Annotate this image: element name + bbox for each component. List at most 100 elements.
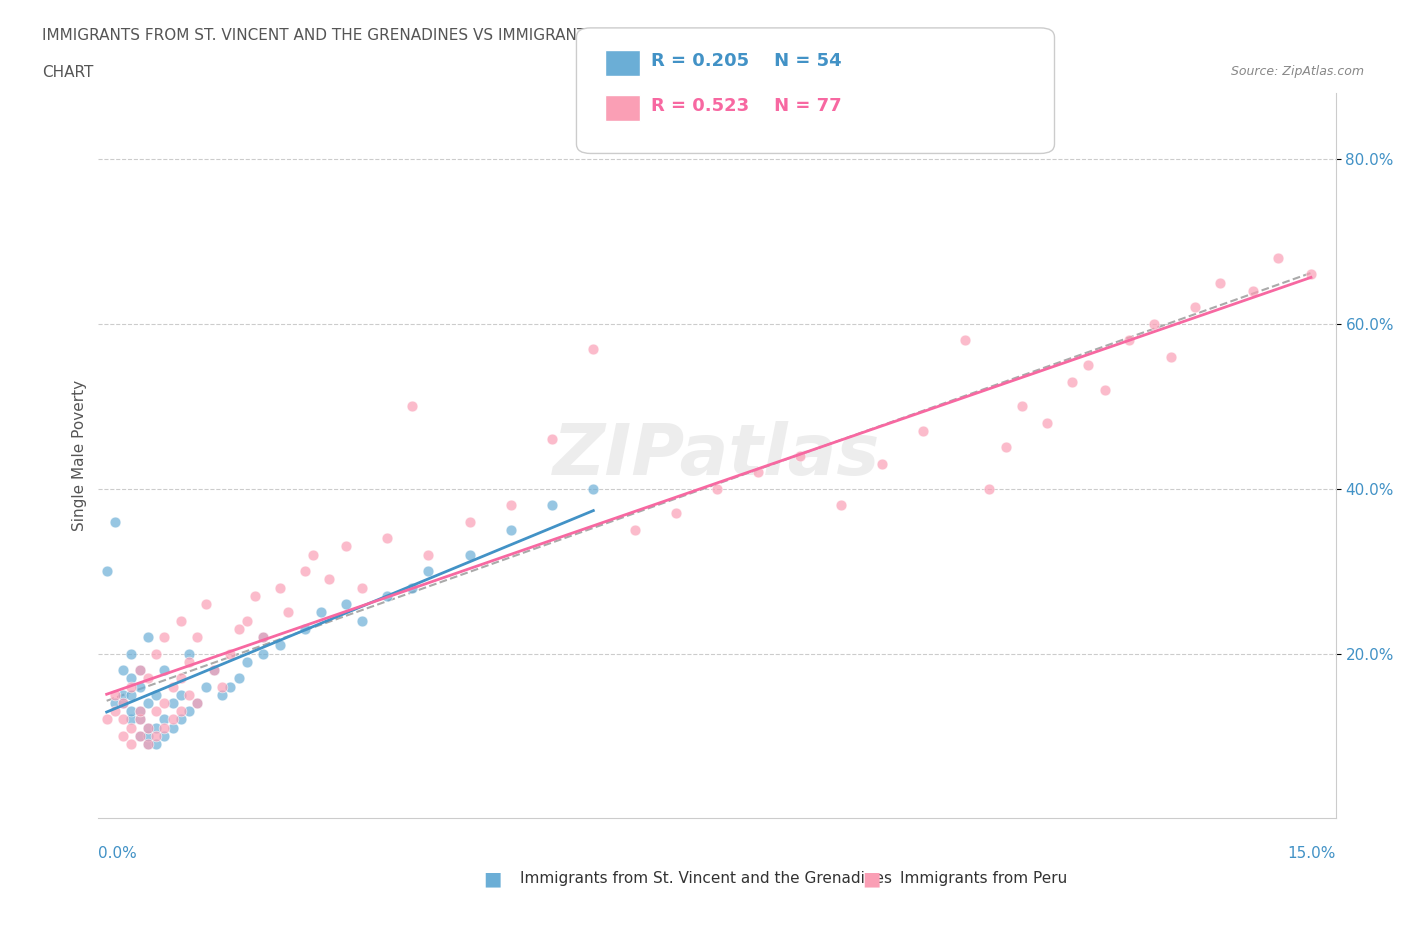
Point: [120, 720, 142, 735]
Point: [104, 696, 127, 711]
Point: [162, 679, 184, 694]
Point: [294, 621, 316, 636]
Point: [112, 662, 135, 677]
Point: [136, 720, 159, 735]
Point: [582, 481, 605, 496]
Point: [335, 597, 357, 612]
Point: [1077, 357, 1099, 372]
Point: [136, 737, 159, 751]
Point: [202, 662, 225, 677]
Point: [706, 481, 728, 496]
Point: [170, 613, 193, 628]
Point: [541, 498, 564, 512]
Point: [499, 523, 522, 538]
Point: [211, 687, 233, 702]
Point: [1143, 316, 1166, 331]
Point: [145, 720, 167, 735]
Point: [1160, 350, 1182, 365]
Text: 0.0%: 0.0%: [98, 846, 138, 861]
Point: [153, 720, 176, 735]
Point: [128, 712, 150, 727]
Point: [136, 671, 159, 685]
Point: [623, 523, 645, 538]
Point: [179, 687, 201, 702]
Text: CHART: CHART: [42, 65, 94, 80]
Point: [128, 728, 150, 743]
Point: [302, 547, 325, 562]
Point: [458, 514, 481, 529]
Point: [401, 580, 423, 595]
Point: [994, 440, 1017, 455]
Point: [375, 531, 398, 546]
Point: [269, 638, 291, 653]
Point: [170, 704, 193, 719]
Point: [153, 662, 176, 677]
Point: [136, 630, 159, 644]
Point: [96, 712, 118, 727]
Point: [243, 589, 266, 604]
Point: [153, 630, 176, 644]
Text: 15.0%: 15.0%: [1288, 846, 1336, 861]
Point: [120, 646, 142, 661]
Point: [120, 737, 142, 751]
Point: [747, 465, 769, 480]
Point: [120, 704, 142, 719]
Point: [153, 712, 176, 727]
Point: [1184, 299, 1206, 314]
Point: [236, 655, 259, 670]
Point: [128, 712, 150, 727]
Point: [352, 580, 374, 595]
Point: [953, 333, 976, 348]
Point: [104, 687, 127, 702]
Point: [211, 679, 233, 694]
Point: [112, 712, 135, 727]
Point: [145, 687, 167, 702]
Point: [335, 538, 357, 553]
Point: [112, 728, 135, 743]
Point: [352, 613, 374, 628]
Point: [202, 662, 225, 677]
Point: [162, 720, 184, 735]
Point: [128, 704, 150, 719]
Point: [912, 423, 935, 438]
Point: [170, 671, 193, 685]
Point: [219, 679, 242, 694]
Point: [179, 655, 201, 670]
Point: [870, 457, 893, 472]
Text: IMMIGRANTS FROM ST. VINCENT AND THE GRENADINES VS IMMIGRANTS FROM PERU SINGLE MA: IMMIGRANTS FROM ST. VINCENT AND THE GREN…: [42, 28, 986, 43]
Point: [112, 696, 135, 711]
Text: R = 0.205    N = 54: R = 0.205 N = 54: [651, 52, 842, 71]
Point: [104, 514, 127, 529]
Point: [228, 621, 250, 636]
Point: [128, 679, 150, 694]
Point: [1267, 250, 1289, 265]
Point: [252, 630, 274, 644]
Point: [145, 728, 167, 743]
Point: [120, 712, 142, 727]
Point: [170, 687, 193, 702]
Text: R = 0.523    N = 77: R = 0.523 N = 77: [651, 97, 842, 115]
Point: [418, 547, 440, 562]
Point: [136, 728, 159, 743]
Point: [252, 630, 274, 644]
Point: [145, 646, 167, 661]
Text: ■: ■: [482, 870, 502, 888]
Point: [128, 704, 150, 719]
Text: Immigrants from Peru: Immigrants from Peru: [900, 871, 1067, 886]
Y-axis label: Single Male Poverty: Single Male Poverty: [72, 380, 87, 531]
Text: ZIPatlas: ZIPatlas: [554, 421, 880, 490]
Point: [582, 341, 605, 356]
Point: [1011, 399, 1033, 414]
Text: Source: ZipAtlas.com: Source: ZipAtlas.com: [1230, 65, 1364, 78]
Point: [104, 704, 127, 719]
Point: [236, 613, 259, 628]
Point: [153, 728, 176, 743]
Point: [269, 580, 291, 595]
Point: [499, 498, 522, 512]
Point: [153, 696, 176, 711]
Point: [252, 646, 274, 661]
Point: [318, 572, 340, 587]
Point: [294, 564, 316, 578]
Point: [228, 671, 250, 685]
Point: [128, 662, 150, 677]
